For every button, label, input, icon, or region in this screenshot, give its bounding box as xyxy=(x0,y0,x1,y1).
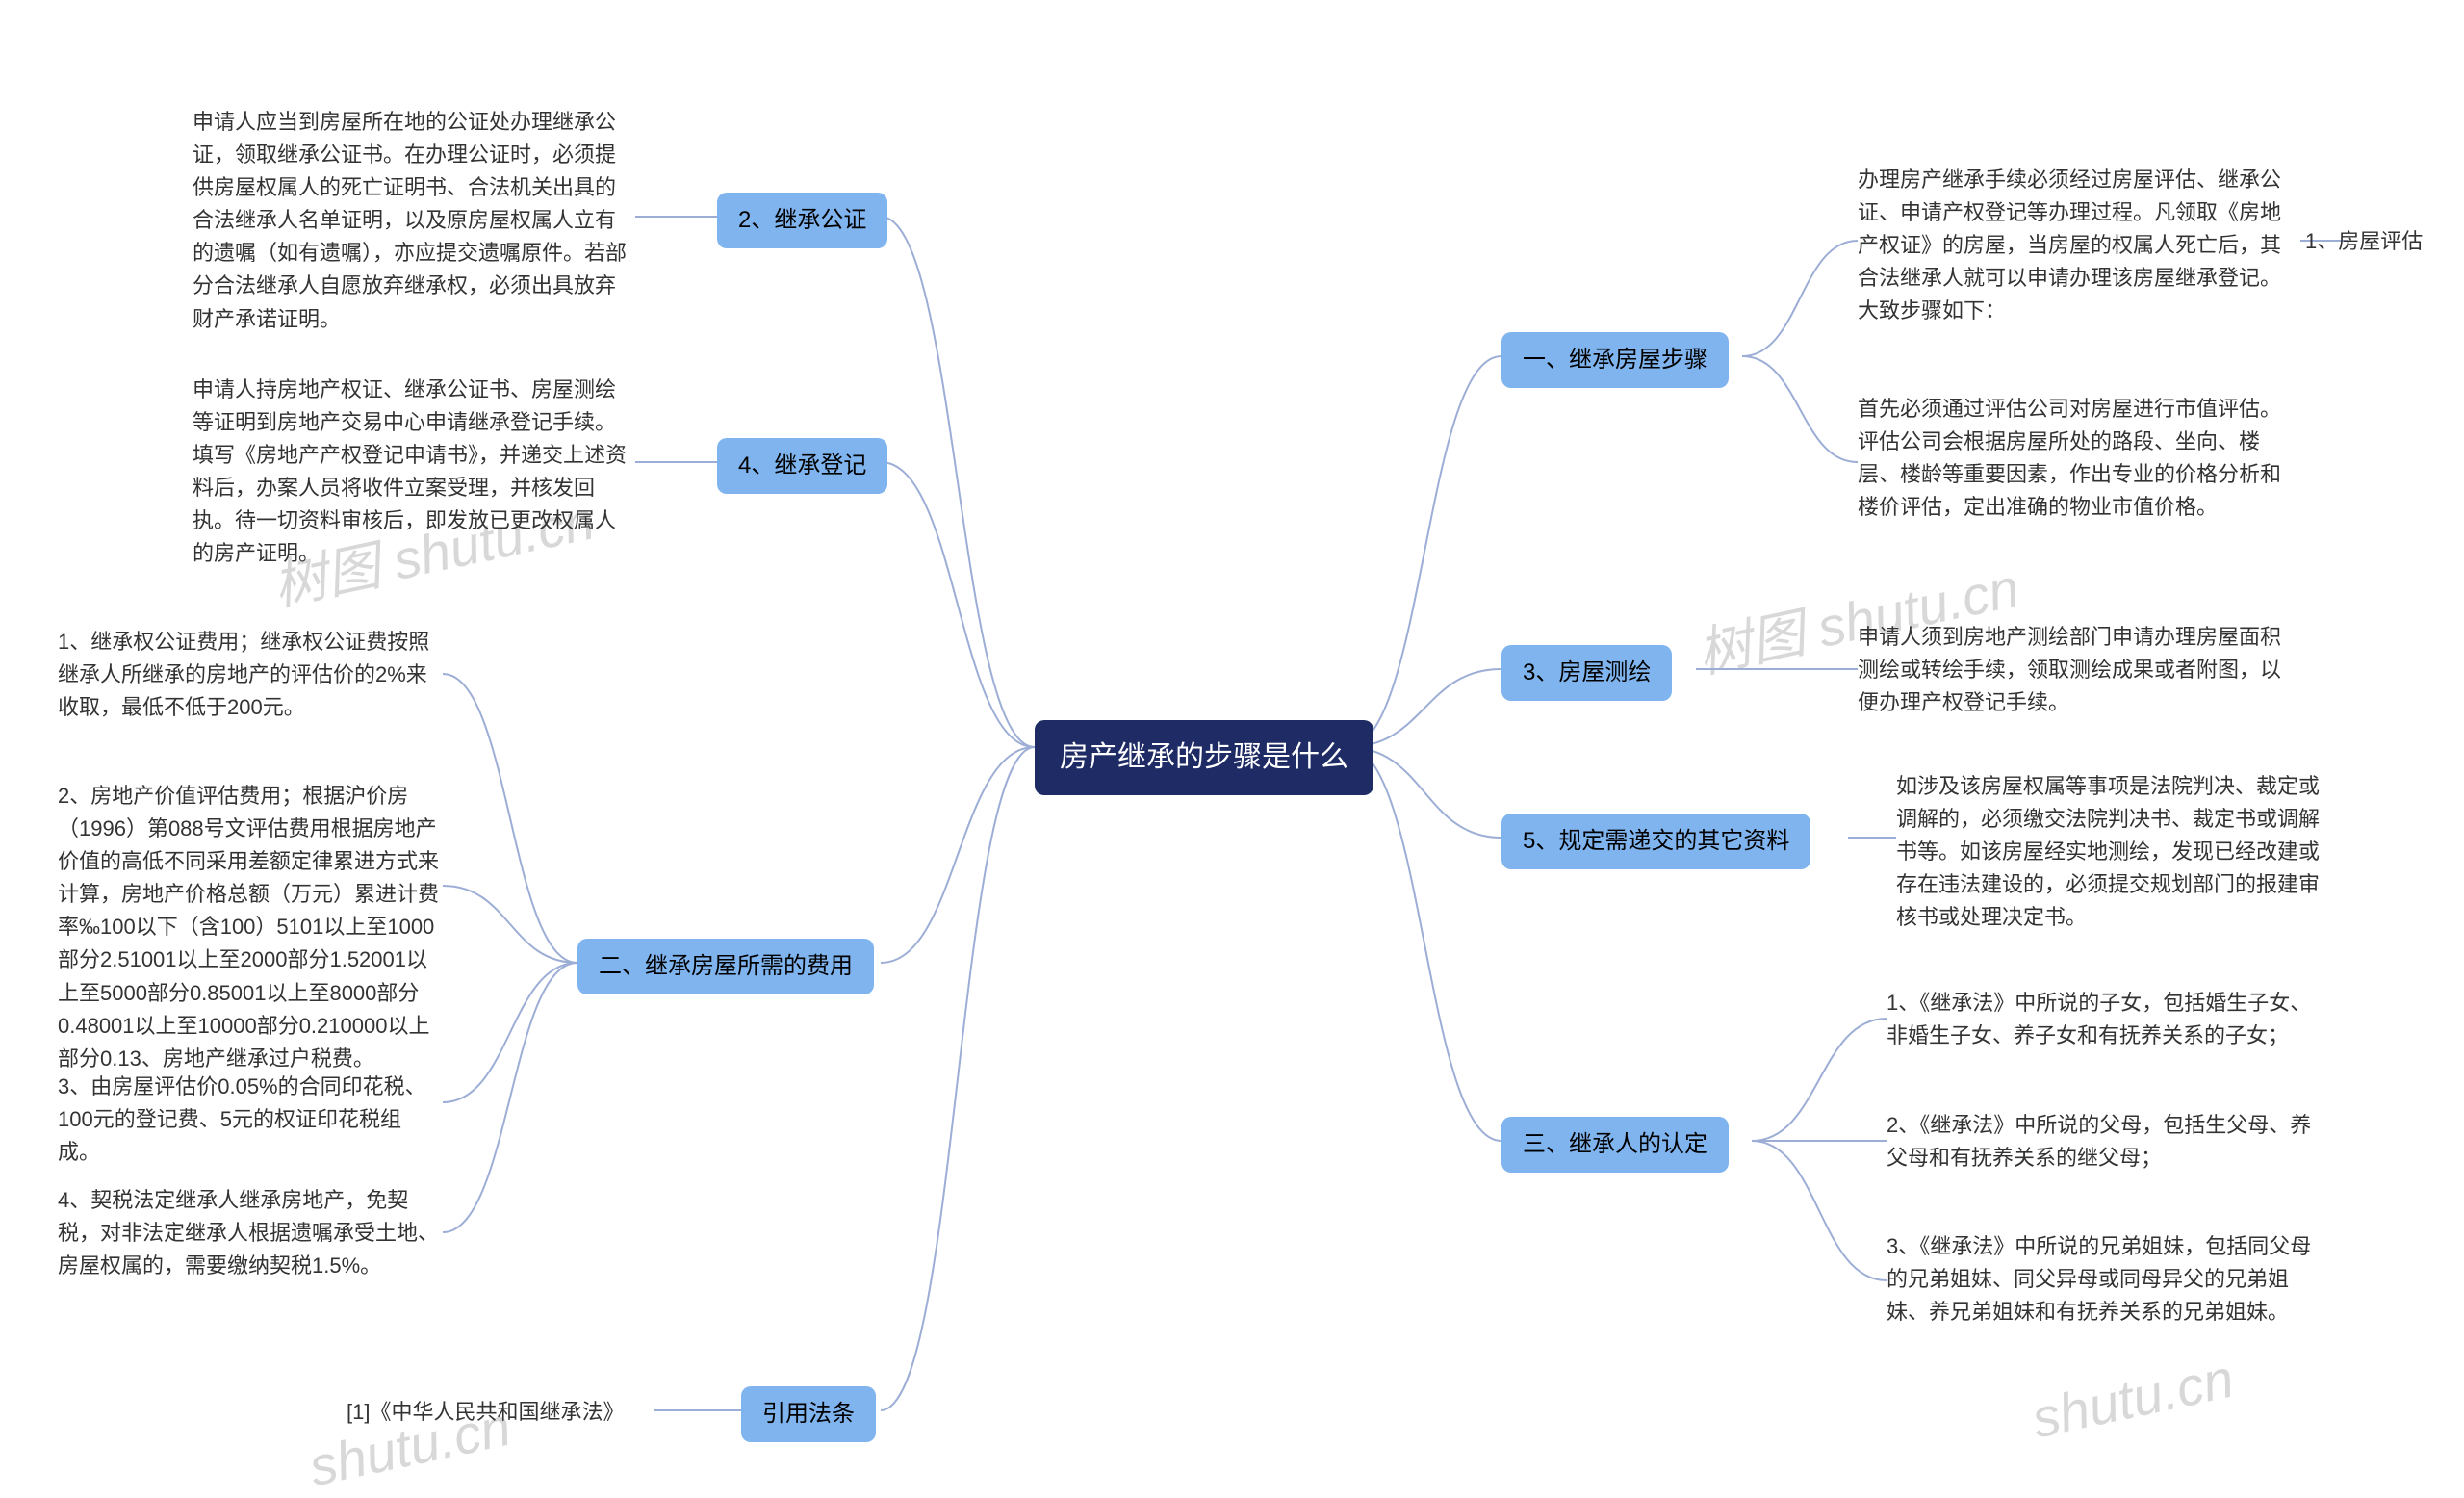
branch-heir: 三、继承人的认定 xyxy=(1502,1117,1729,1173)
branch-survey: 3、房屋测绘 xyxy=(1502,645,1672,701)
branch-steps: 一、继承房屋步骤 xyxy=(1502,332,1729,388)
branch-fees: 二、继承房屋所需的费用 xyxy=(578,939,874,994)
leaf-fee3: 3、由房屋评估价0.05%的合同印花税、100元的登记费、5元的权证印花税组成。 xyxy=(58,1071,443,1169)
leaf-survey-desc: 申请人须到房地产测绘部门申请办理房屋面积测绘或转绘手续，领取测绘成果或者附图，以… xyxy=(1858,621,2300,719)
leaf-fee4: 4、契税法定继承人继承房地产，免契税，对非法定继承人根据遗嘱承受土地、房屋权属的… xyxy=(58,1184,443,1282)
branch-law: 引用法条 xyxy=(741,1386,876,1442)
leaf-register-desc: 申请人持房地产权证、继承公证书、房屋测绘等证明到房地产交易中心申请继承登记手续。… xyxy=(192,374,635,571)
leaf-heir1: 1、《继承法》中所说的子女，包括婚生子女、非婚生子女、养子女和有抚养关系的子女； xyxy=(1886,987,2329,1052)
leaf-fee1: 1、继承权公证费用；继承权公证费按照继承人所继承的房地产的评估价的2%来收取，最… xyxy=(58,626,443,724)
root-node: 房产继承的步骤是什么 xyxy=(1035,720,1373,795)
leaf-heir2: 2、《继承法》中所说的父母，包括生父母、养父母和有抚养关系的继父母； xyxy=(1886,1109,2329,1175)
branch-register: 4、继承登记 xyxy=(717,438,887,494)
leaf-fee2: 2、房地产价值评估费用；根据沪价房（1996）第088号文评估费用根据房地产价值… xyxy=(58,780,443,1075)
leaf-law-desc: [1]《中华人民共和国继承法》 xyxy=(346,1396,624,1429)
leaf-heir3: 3、《继承法》中所说的兄弟姐妹，包括同父母的兄弟姐妹、同父异母或同母异父的兄弟姐… xyxy=(1886,1230,2329,1329)
branch-notary: 2、继承公证 xyxy=(717,193,887,248)
leaf-step1-desc: 办理房产继承手续必须经过房屋评估、继承公证、申请产权登记等办理过程。凡领取《房地… xyxy=(1858,164,2300,327)
leaf-docs-desc: 如涉及该房屋权属等事项是法院判决、裁定或调解的，必须缴交法院判决书、裁定书或调解… xyxy=(1896,770,2339,934)
watermark: shutu.cn xyxy=(2027,1347,2240,1451)
leaf-step1-label: 1、房屋评估 xyxy=(2305,225,2423,258)
leaf-notary-desc: 申请人应当到房屋所在地的公证处办理继承公证，领取继承公证书。在办理公证时，必须提… xyxy=(192,106,635,336)
leaf-step1b-desc: 首先必须通过评估公司对房屋进行市值评估。评估公司会根据房屋所处的路段、坐向、楼层… xyxy=(1858,393,2300,524)
branch-docs: 5、规定需递交的其它资料 xyxy=(1502,814,1810,869)
